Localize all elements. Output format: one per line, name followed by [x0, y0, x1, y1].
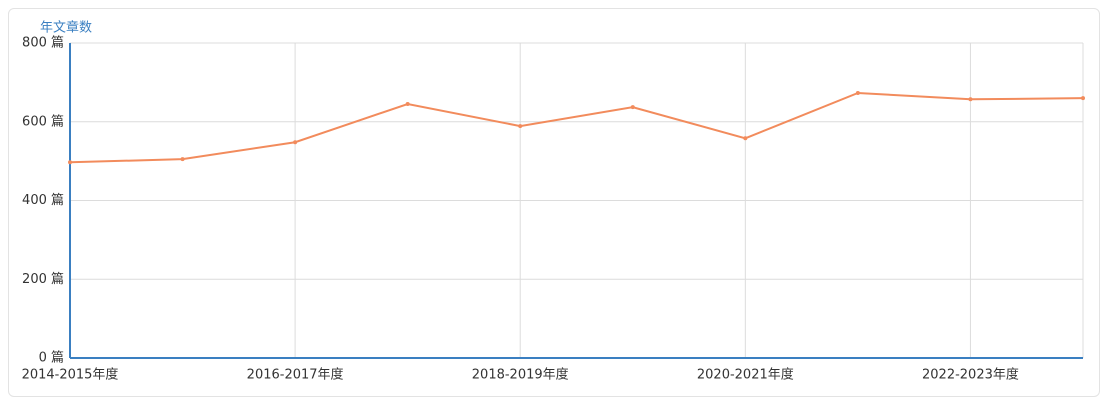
- x-tick-label: 2018-2019年度: [472, 367, 569, 383]
- card: [8, 8, 1100, 397]
- point: [630, 105, 635, 110]
- point: [180, 157, 185, 162]
- point: [968, 97, 973, 102]
- x-tick-label: 2014-2015年度: [22, 367, 119, 383]
- point: [405, 102, 410, 107]
- x-tick-label: 2016-2017年度: [247, 367, 344, 383]
- y-tick-label: 800 篇: [22, 36, 64, 51]
- point: [68, 160, 72, 165]
- point: [743, 136, 748, 141]
- y-tick-label: 400 篇: [22, 193, 64, 208]
- x-tick-label: 2020-2021年度: [697, 367, 794, 383]
- y-tick-label: 200 篇: [22, 272, 64, 287]
- point: [518, 124, 523, 129]
- y-tick-label: 0 篇: [39, 351, 64, 366]
- y-axis-title: 年文章数: [40, 20, 92, 36]
- point: [293, 140, 298, 145]
- x-tick-label: 2022-2023年度: [922, 367, 1019, 383]
- line-series: [69, 91, 1084, 164]
- point: [1081, 96, 1085, 101]
- point: [855, 91, 860, 96]
- y-tick-label: 600 篇: [22, 114, 64, 129]
